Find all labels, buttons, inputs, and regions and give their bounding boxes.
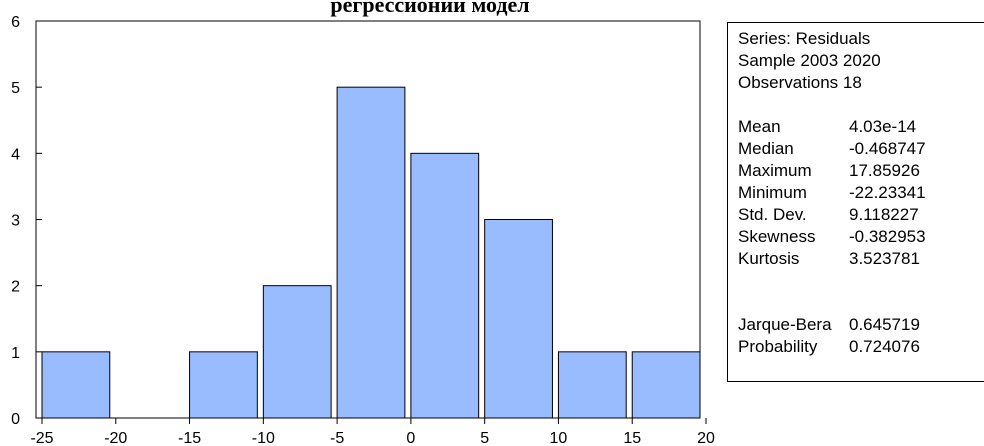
x-tick-label-2: -15 bbox=[178, 430, 201, 446]
stat-name-probability: Probability bbox=[738, 337, 818, 356]
stats-series-label: Series: Residuals bbox=[738, 29, 871, 48]
y-tick-label-2: 2 bbox=[11, 279, 20, 296]
stat-name-skewness: Skewness bbox=[738, 227, 816, 246]
y-tick-label-0: 0 bbox=[11, 411, 20, 428]
stat-value-mean: 4.03e-14 bbox=[849, 117, 917, 136]
x-tick-label-6: 5 bbox=[480, 430, 489, 446]
stat-name-kurtosis: Kurtosis bbox=[738, 249, 800, 268]
histogram-bar-4 bbox=[336, 86, 406, 419]
chart-title: регрессионии модел bbox=[330, 0, 530, 17]
stat-value-std-dev: 9.118227 bbox=[849, 205, 919, 224]
stat-value-jarque-bera: 0.645719 bbox=[849, 315, 920, 334]
histogram-bar-6 bbox=[484, 219, 553, 419]
histogram-chart: 0 1 2 3 4 5 6 -25 -20 -15 -10 -5 0 5 10 15 20 bbox=[11, 14, 715, 446]
stat-value-kurtosis: 3.523781 bbox=[849, 249, 920, 268]
statistics-panel: Series: Residuals Sample 2003 2020 Obser… bbox=[727, 22, 984, 382]
x-tick-label-8: 15 bbox=[623, 430, 641, 446]
histogram-bar-3 bbox=[262, 285, 332, 419]
histogram-bar-8 bbox=[631, 351, 701, 419]
stat-value-probability: 0.724076 bbox=[849, 337, 920, 356]
stat-name-std-dev: Std. Dev. bbox=[738, 205, 807, 224]
y-tick-label-3: 3 bbox=[11, 213, 20, 230]
y-tick-label-4: 4 bbox=[11, 146, 20, 163]
histogram-bar-0 bbox=[41, 351, 111, 419]
stat-name-minimum: Minimum bbox=[738, 183, 807, 202]
stats-observations-label: Observations 18 bbox=[738, 73, 862, 92]
x-tick-label-7: 10 bbox=[550, 430, 568, 446]
x-tick-label-5: 0 bbox=[406, 430, 415, 446]
histogram-bar-7 bbox=[557, 351, 627, 419]
y-tick-label-5: 5 bbox=[11, 80, 20, 97]
stat-name-jarque-bera: Jarque-Bera bbox=[738, 315, 832, 334]
stat-value-skewness: -0.382953 bbox=[849, 227, 926, 246]
x-tick-label-3: -10 bbox=[252, 430, 275, 446]
stats-sample-label: Sample 2003 2020 bbox=[738, 51, 881, 70]
x-tick-label-1: -20 bbox=[104, 430, 127, 446]
y-tick-label-1: 1 bbox=[11, 345, 20, 362]
x-tick-label-0: -25 bbox=[30, 430, 53, 446]
stat-value-median: -0.468747 bbox=[849, 139, 926, 158]
stat-name-maximum: Maximum bbox=[738, 161, 812, 180]
x-tick-label-4: -5 bbox=[330, 430, 344, 446]
stat-value-minimum: -22.23341 bbox=[849, 183, 926, 202]
y-tick-label-6: 6 bbox=[11, 14, 20, 31]
histogram-bar-5 bbox=[410, 152, 480, 419]
stat-name-mean: Mean bbox=[738, 117, 781, 136]
histogram-bar-2 bbox=[189, 351, 258, 419]
stat-name-median: Median bbox=[738, 139, 794, 158]
x-tick-label-9: 20 bbox=[697, 430, 715, 446]
stat-value-maximum: 17.85926 bbox=[849, 161, 920, 180]
